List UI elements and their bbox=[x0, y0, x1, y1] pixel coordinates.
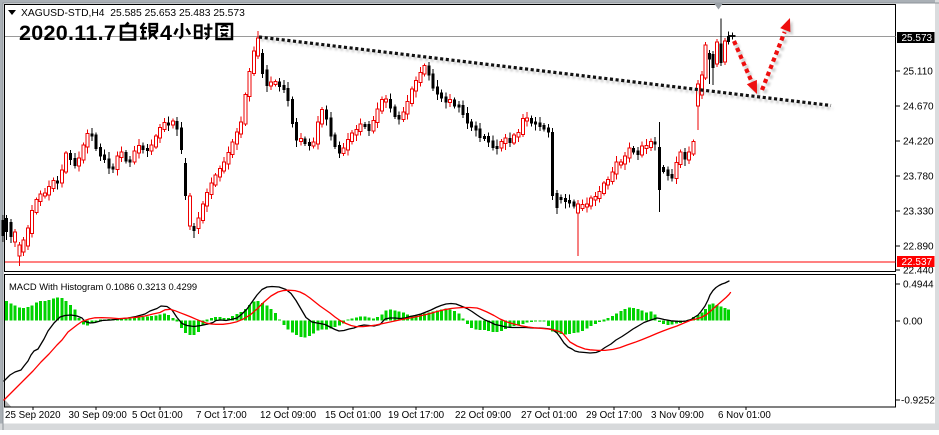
svg-text:23.330: 23.330 bbox=[903, 207, 934, 218]
svg-text:3 Nov 09:00: 3 Nov 09:00 bbox=[651, 410, 704, 421]
svg-text:27 Oct 01:00: 27 Oct 01:00 bbox=[521, 410, 578, 421]
svg-text:19 Oct 17:00: 19 Oct 17:00 bbox=[388, 410, 445, 421]
svg-text:4: 4 bbox=[160, 21, 172, 45]
svg-text:23.780: 23.780 bbox=[903, 172, 934, 183]
svg-text:22.537: 22.537 bbox=[902, 257, 933, 268]
svg-text:12 Oct 09:00: 12 Oct 09:00 bbox=[260, 410, 317, 421]
svg-text:24.220: 24.220 bbox=[903, 137, 934, 148]
svg-text:6 Nov 01:00: 6 Nov 01:00 bbox=[718, 410, 771, 421]
svg-text:29 Oct 17:00: 29 Oct 17:00 bbox=[586, 410, 643, 421]
svg-text:24.670: 24.670 bbox=[903, 102, 934, 113]
svg-text:-0.9252: -0.9252 bbox=[901, 396, 935, 407]
svg-text:22 Oct 09:00: 22 Oct 09:00 bbox=[455, 410, 512, 421]
svg-text:2020.11.7: 2020.11.7 bbox=[19, 21, 116, 45]
svg-text:25.573: 25.573 bbox=[902, 33, 933, 44]
svg-text:0.00: 0.00 bbox=[903, 317, 923, 328]
svg-text:25 Sep 2020: 25 Sep 2020 bbox=[5, 410, 61, 421]
svg-text:15 Oct 01:00: 15 Oct 01:00 bbox=[325, 410, 382, 421]
svg-text:XAGUSD-STD,H4 25.585 25.653 2: XAGUSD-STD,H4 25.585 25.653 25.483 25.57… bbox=[21, 8, 245, 19]
svg-text:22.890: 22.890 bbox=[903, 242, 934, 253]
svg-text:25.110: 25.110 bbox=[903, 67, 933, 78]
svg-text:7 Oct 17:00: 7 Oct 17:00 bbox=[196, 410, 247, 421]
svg-text:30 Sep 09:00: 30 Sep 09:00 bbox=[69, 410, 128, 421]
svg-text:MACD With Histogram 0.1086 0.3: MACD With Histogram 0.1086 0.3213 0.4299 bbox=[9, 281, 197, 292]
svg-text:5 Oct 01:00: 5 Oct 01:00 bbox=[132, 410, 183, 421]
svg-text:0.4944: 0.4944 bbox=[903, 280, 934, 291]
